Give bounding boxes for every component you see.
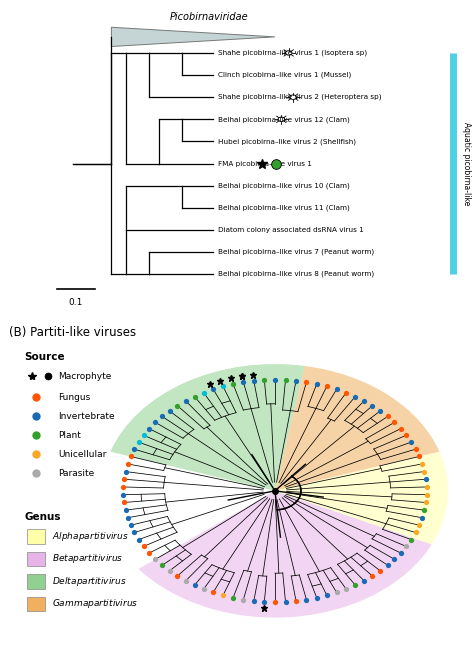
Text: Clinch picobirna–like virus 1 (Mussel): Clinch picobirna–like virus 1 (Mussel): [218, 71, 351, 78]
Text: $\it{Alphapartitivirus}$: $\it{Alphapartitivirus}$: [52, 530, 129, 542]
FancyBboxPatch shape: [27, 529, 45, 544]
Text: Beihai picobirna–like virus 12 (Clam): Beihai picobirna–like virus 12 (Clam): [218, 116, 350, 122]
Text: Beihai picobirna–like virus 7 (Peanut worm): Beihai picobirna–like virus 7 (Peanut wo…: [218, 248, 374, 255]
Text: Macrophyte: Macrophyte: [58, 371, 111, 381]
Text: $\it{Deltapartitivirus}$: $\it{Deltapartitivirus}$: [52, 574, 127, 588]
Text: FMA picobirna–like virus 1: FMA picobirna–like virus 1: [218, 160, 312, 166]
Text: Beihai picobirna–like virus 8 (Peanut worm): Beihai picobirna–like virus 8 (Peanut wo…: [218, 271, 374, 277]
Text: Plant: Plant: [58, 431, 81, 440]
Text: Parasite: Parasite: [58, 469, 94, 478]
Text: Source: Source: [25, 352, 65, 362]
Text: Hubei picobirna–like virus 2 (Shellfish): Hubei picobirna–like virus 2 (Shellfish): [218, 138, 356, 145]
Text: 0.1: 0.1: [69, 298, 83, 307]
Text: (B) Partiti-like viruses: (B) Partiti-like viruses: [9, 326, 137, 339]
Wedge shape: [275, 491, 448, 544]
Text: Aquatic picobirna-like: Aquatic picobirna-like: [463, 122, 471, 205]
Text: Shahe picobirna–like virus 2 (Heteroptera sp): Shahe picobirna–like virus 2 (Heteropter…: [218, 94, 382, 100]
Wedge shape: [138, 491, 432, 618]
Wedge shape: [275, 452, 448, 491]
FancyBboxPatch shape: [27, 597, 45, 611]
Text: Beihai picobirna–like virus 10 (Clam): Beihai picobirna–like virus 10 (Clam): [218, 182, 350, 189]
Polygon shape: [111, 27, 275, 47]
Text: Shahe picobirna–like virus 1 (Isoptera sp): Shahe picobirna–like virus 1 (Isoptera s…: [218, 49, 367, 56]
FancyBboxPatch shape: [27, 574, 45, 589]
Text: Diatom colony associated dsRNA virus 1: Diatom colony associated dsRNA virus 1: [218, 227, 364, 233]
Wedge shape: [275, 366, 439, 491]
Text: Fungus: Fungus: [58, 393, 90, 401]
FancyBboxPatch shape: [27, 552, 45, 566]
Text: $\it{Gammapartitivirus}$: $\it{Gammapartitivirus}$: [52, 597, 138, 611]
Text: Genus: Genus: [25, 512, 61, 522]
Wedge shape: [110, 364, 305, 491]
Text: Unicellular: Unicellular: [58, 450, 106, 459]
Text: Beihai picobirna–like virus 11 (Clam): Beihai picobirna–like virus 11 (Clam): [218, 204, 350, 211]
Text: Invertebrate: Invertebrate: [58, 411, 114, 421]
Text: $\it{Betapartitivirus}$: $\it{Betapartitivirus}$: [52, 552, 124, 565]
Text: Picobirnaviridae: Picobirnaviridae: [169, 13, 248, 23]
